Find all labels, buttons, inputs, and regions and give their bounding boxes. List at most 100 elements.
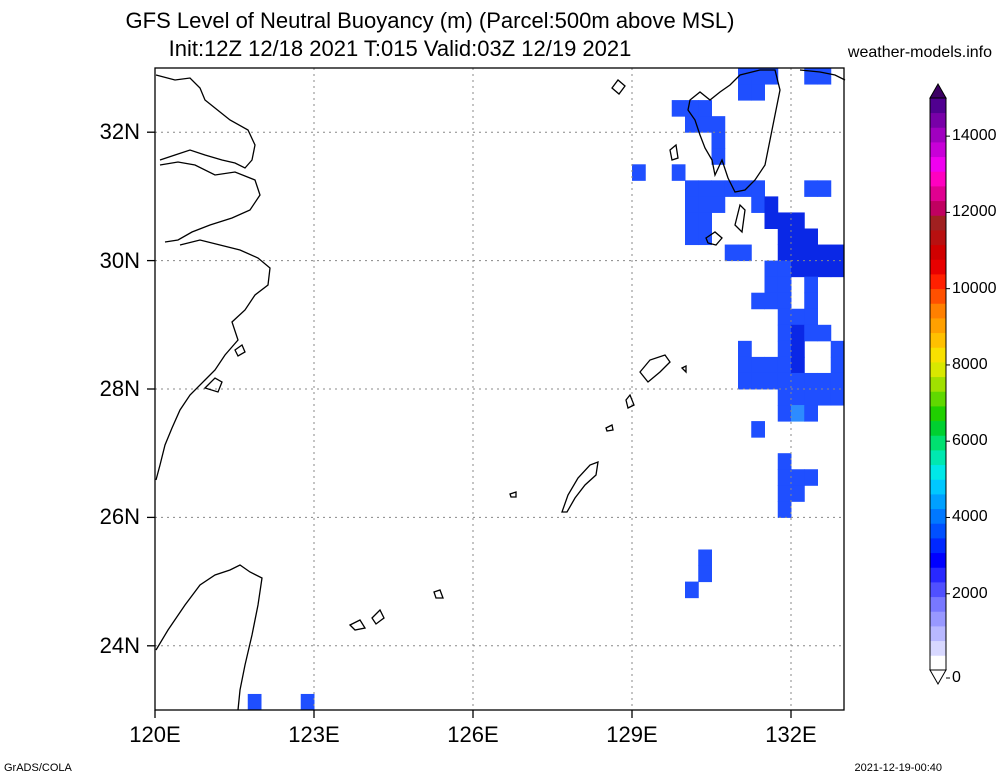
shaded-cell <box>738 244 752 262</box>
x-tick-label: 126E <box>447 722 499 747</box>
shaded-cell <box>791 405 805 422</box>
shaded-cell <box>791 372 805 390</box>
shaded-cell <box>738 340 752 358</box>
shaded-cell <box>830 244 845 262</box>
colorbar-swatch <box>930 567 946 583</box>
x-tick-label: 129E <box>606 722 658 747</box>
shaded-cell <box>764 372 779 390</box>
shaded-cell <box>791 212 805 229</box>
shaded-cell <box>777 228 792 246</box>
shaded-cell <box>830 372 845 390</box>
colorbar-swatch <box>930 244 946 260</box>
x-tick-label: 120E <box>129 722 181 747</box>
shaded-cell <box>777 212 792 229</box>
shaded-cell <box>738 356 752 374</box>
colorbar-label: 14000 <box>952 127 997 145</box>
shaded-cell <box>817 324 832 342</box>
shaded-cell <box>698 212 712 229</box>
footer-timestamp: 2021-12-19-00:40 <box>854 762 942 774</box>
shaded-cell <box>711 180 726 197</box>
shaded-cell <box>751 68 765 85</box>
shaded-cell <box>804 244 818 262</box>
colorbar-swatch <box>930 406 946 422</box>
shaded-cell <box>804 405 818 422</box>
y-tick-label: 26N <box>99 504 140 530</box>
shaded-cell <box>247 693 262 711</box>
colorbar-swatch <box>930 288 946 304</box>
shaded-cell <box>698 565 712 583</box>
colorbar-swatch <box>930 362 946 378</box>
shaded-cell <box>791 260 805 278</box>
shaded-cell <box>685 196 699 213</box>
shaded-cell <box>764 212 779 229</box>
shaded-cell <box>804 324 818 342</box>
shaded-cell <box>300 693 315 711</box>
shaded-cell <box>764 260 779 278</box>
colorbar-swatch <box>930 640 946 656</box>
shaded-cell <box>791 324 805 342</box>
chart-title: GFS Level of Neutral Buoyancy (m) (Parce… <box>125 8 735 33</box>
chart-subtitle: Init:12Z 12/18 2021 T:015 Valid:03Z 12/1… <box>168 36 632 61</box>
shaded-cell <box>804 389 818 406</box>
shaded-cell <box>817 372 832 390</box>
shaded-cell <box>830 340 845 358</box>
shaded-cell <box>791 485 805 502</box>
y-tick-label: 24N <box>99 632 140 658</box>
shaded-cell <box>804 68 818 85</box>
colorbar-swatch <box>930 303 946 319</box>
shaded-cell <box>791 228 805 246</box>
shaded-cell <box>751 372 765 390</box>
site-credit: weather-models.info <box>847 44 992 61</box>
shaded-cell <box>817 244 832 262</box>
shaded-cell <box>751 196 765 213</box>
colorbar-swatch <box>930 655 946 671</box>
colorbar-swatch <box>930 376 946 392</box>
colorbar-swatch <box>930 274 946 290</box>
shaded-cell <box>791 308 805 326</box>
colorbar-swatch <box>930 611 946 627</box>
shaded-cell <box>698 228 712 246</box>
shaded-cell <box>804 292 818 310</box>
colorbar-swatch <box>930 391 946 407</box>
colorbar-swatch <box>930 215 946 231</box>
shaded-cell <box>764 68 779 85</box>
shaded-cell <box>671 164 686 181</box>
shaded-cell <box>777 244 792 262</box>
shaded-cell <box>698 180 712 197</box>
y-tick-label: 30N <box>99 247 140 273</box>
shaded-cell <box>711 196 726 213</box>
shaded-cell <box>791 340 805 358</box>
shaded-cell <box>777 501 792 518</box>
shaded-cell <box>711 132 726 149</box>
footer-credit: GrADS/COLA <box>4 762 72 774</box>
colorbar-label: 12000 <box>952 203 997 221</box>
shaded-cell <box>724 244 739 262</box>
axis-ticks <box>147 131 792 718</box>
shaded-cell <box>738 180 752 197</box>
colorbar-swatch <box>930 156 946 172</box>
colorbar-swatch <box>930 450 946 466</box>
shaded-cell <box>764 356 779 374</box>
shaded-cell <box>685 228 699 246</box>
shaded-cell <box>698 100 712 117</box>
colorbar-max-arrow <box>929 82 947 99</box>
shaded-cell <box>791 389 805 406</box>
colorbar-swatch <box>930 435 946 451</box>
shaded-cell <box>777 292 792 310</box>
y-tick-label: 28N <box>99 376 140 401</box>
shaded-cell <box>804 308 818 326</box>
shaded-cell <box>777 276 792 294</box>
shaded-cell <box>777 356 792 374</box>
shaded-cell <box>777 405 792 422</box>
colorbar-swatch <box>930 142 946 158</box>
shaded-cell <box>632 164 646 181</box>
shaded-cell <box>777 453 792 470</box>
colorbar-label: 10000 <box>952 279 997 297</box>
shaded-cell <box>685 100 699 117</box>
shaded-cell <box>830 356 845 374</box>
colorbar-swatch <box>930 98 946 114</box>
shaded-cell <box>711 116 726 133</box>
colorbar-swatch <box>930 508 946 524</box>
colorbar-min-arrow <box>929 669 947 686</box>
